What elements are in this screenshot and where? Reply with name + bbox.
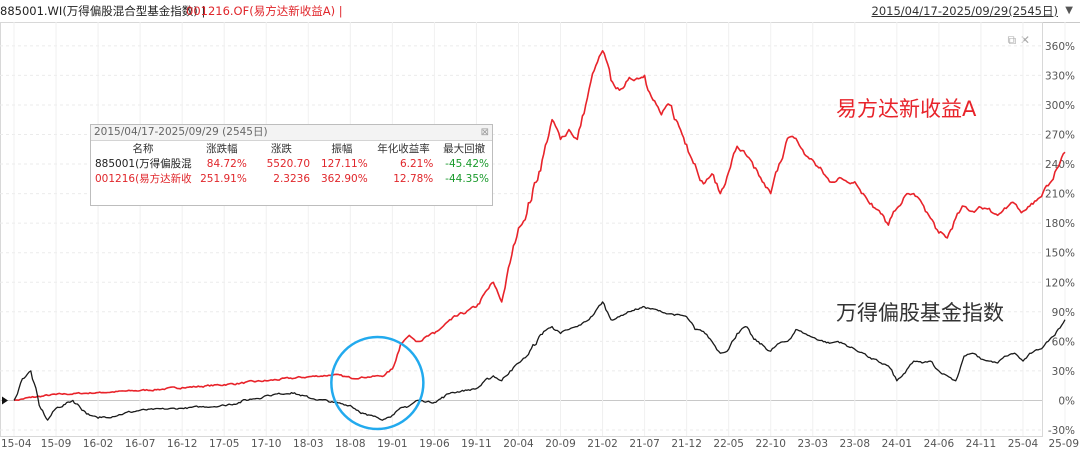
annual-return: 6.21% bbox=[399, 157, 434, 170]
x-tick-label: 15-04 bbox=[1, 438, 32, 450]
y-axis-ticks: 360% 330% 300% 270% 240% 210% 180% 150% 120% 90% 6… bbox=[1045, 41, 1075, 437]
change-pct: 251.91% bbox=[200, 172, 247, 185]
x-tick-label: 24-01 bbox=[882, 438, 913, 450]
change-pct: 84.72% bbox=[206, 157, 247, 170]
x-tick-label: 23-08 bbox=[840, 438, 871, 450]
x-tick-label: 23-03 bbox=[798, 438, 829, 450]
annotations: 易方达新收益A 万得偏股基金指数 bbox=[330, 97, 1004, 431]
column-header: 涨跌幅 bbox=[206, 143, 238, 155]
restore-icon[interactable]: ⧉ bbox=[1007, 33, 1017, 47]
x-tick-label: 21-07 bbox=[629, 438, 660, 450]
stats-table-title: 2015/04/17-2025/09/29 (2545日) ⊠ bbox=[91, 125, 492, 141]
x-tick-label: 25-04 bbox=[1008, 438, 1039, 450]
table-row[interactable]: 885001(万得偏股混 84.72% 5520.70 127.11% 6.21… bbox=[92, 156, 492, 171]
y-tick-label: 300% bbox=[1045, 100, 1075, 112]
y-tick-label: 120% bbox=[1045, 277, 1075, 289]
highlight-circle bbox=[330, 335, 425, 431]
x-tick-label: 18-03 bbox=[293, 438, 324, 450]
table-row[interactable]: 001216(易方达新收 251.91% 2.3236 362.90% 12.7… bbox=[92, 171, 492, 186]
y-tick-label: 330% bbox=[1045, 70, 1075, 82]
x-tick-label: 24-11 bbox=[966, 438, 997, 450]
y-tick-label: 240% bbox=[1045, 159, 1075, 171]
x-tick-label: 22-10 bbox=[755, 438, 786, 450]
x-tick-label: 19-01 bbox=[377, 438, 408, 450]
fund-legend-title[interactable]: 001216.OF(易方达新收益A) | bbox=[186, 4, 343, 18]
stats-date-range: 2015/04/17-2025/09/29 (2545日) bbox=[94, 126, 268, 138]
close-icon[interactable]: ✕ bbox=[1019, 33, 1030, 47]
y-tick-label: -30% bbox=[1048, 425, 1075, 437]
x-tick-label: 25-09 bbox=[1048, 438, 1079, 450]
annual-return: 12.78% bbox=[393, 172, 434, 185]
series-line-fund[interactable] bbox=[13, 50, 1066, 402]
start-marker bbox=[2, 396, 8, 405]
x-tick-label: 22-05 bbox=[713, 438, 744, 450]
fund-series-label: 易方达新收益A bbox=[836, 97, 977, 121]
window-controls[interactable]: ⧉ ✕ bbox=[1008, 33, 1030, 48]
x-tick-label: 20-04 bbox=[503, 438, 534, 450]
x-tick-label: 20-09 bbox=[545, 438, 576, 450]
x-tick-label: 21-02 bbox=[587, 438, 618, 450]
stats-table: 名称 涨跌幅 涨跌 振幅 年化收益率 最大回撤 885001(万得偏股混 84.… bbox=[92, 141, 492, 186]
x-tick-label: 16-12 bbox=[167, 438, 198, 450]
stats-table-panel: 2015/04/17-2025/09/29 (2545日) ⊠ 名称 涨跌幅 涨… bbox=[90, 124, 493, 206]
y-tick-label: 210% bbox=[1045, 189, 1075, 201]
x-tick-label: 19-06 bbox=[419, 438, 450, 450]
triangle-down-icon[interactable]: ▼ bbox=[1065, 5, 1073, 16]
x-tick-label: 17-05 bbox=[209, 438, 240, 450]
y-tick-label: 360% bbox=[1045, 41, 1075, 53]
x-tick-label: 19-11 bbox=[461, 438, 492, 450]
column-header: 涨跌 bbox=[270, 143, 292, 155]
change-value: 5520.70 bbox=[266, 157, 311, 170]
y-tick-label: 30% bbox=[1052, 366, 1075, 378]
y-tick-label: 90% bbox=[1052, 307, 1075, 319]
column-header: 振幅 bbox=[331, 143, 353, 155]
grid-lines bbox=[0, 22, 1066, 437]
y-tick-label: 0% bbox=[1058, 395, 1075, 407]
column-header: 最大回撤 bbox=[443, 143, 486, 155]
chart-header: 885001.WI(万得偏股混合型基金指数) | 001216.OF(易方达新收… bbox=[0, 0, 1080, 23]
x-axis-ticks: 15-04 15-09 16-02 16-07 16-12 17-05 17-10 18-03… bbox=[1, 438, 1079, 450]
y-tick-label: 150% bbox=[1045, 248, 1075, 260]
x-tick-label: 15-09 bbox=[41, 438, 72, 450]
index-legend-title[interactable]: 885001.WI(万得偏股混合型基金指数) | bbox=[0, 4, 206, 18]
table-header-row: 名称 涨跌幅 涨跌 振幅 年化收益率 最大回撤 bbox=[92, 141, 492, 156]
y-tick-label: 270% bbox=[1045, 130, 1075, 142]
max-drawdown: -44.35% bbox=[445, 172, 489, 185]
x-tick-label: 21-12 bbox=[671, 438, 702, 450]
amplitude: 362.90% bbox=[321, 172, 368, 185]
column-header: 年化收益率 bbox=[377, 143, 430, 155]
y-tick-label: 60% bbox=[1052, 336, 1075, 348]
change-value: 2.3236 bbox=[273, 172, 311, 185]
amplitude: 127.11% bbox=[321, 157, 368, 170]
index-series-label: 万得偏股基金指数 bbox=[836, 301, 1004, 325]
x-tick-label: 16-02 bbox=[83, 438, 114, 450]
y-tick-label: 180% bbox=[1045, 218, 1075, 230]
column-header: 名称 bbox=[132, 143, 154, 155]
x-tick-label: 18-08 bbox=[335, 438, 366, 450]
x-tick-label: 24-06 bbox=[924, 438, 955, 450]
line-chart: 360% 330% 300% 270% 240% 210% 180% 150% 120% 90% 6… bbox=[0, 22, 1079, 450]
max-drawdown: -45.42% bbox=[445, 157, 489, 170]
x-tick-label: 17-10 bbox=[251, 438, 282, 450]
plot-frame bbox=[0, 22, 1043, 437]
close-icon[interactable]: ⊠ bbox=[480, 127, 489, 138]
x-tick-label: 16-07 bbox=[125, 438, 156, 450]
row-name: 001216(易方达新收 bbox=[95, 173, 192, 185]
row-name: 885001(万得偏股混 bbox=[95, 158, 192, 170]
date-range-selector[interactable]: 2015/04/17-2025/09/29(2545日) bbox=[871, 4, 1058, 18]
series-lines bbox=[2, 50, 1066, 421]
series-line-index[interactable] bbox=[13, 301, 1066, 421]
